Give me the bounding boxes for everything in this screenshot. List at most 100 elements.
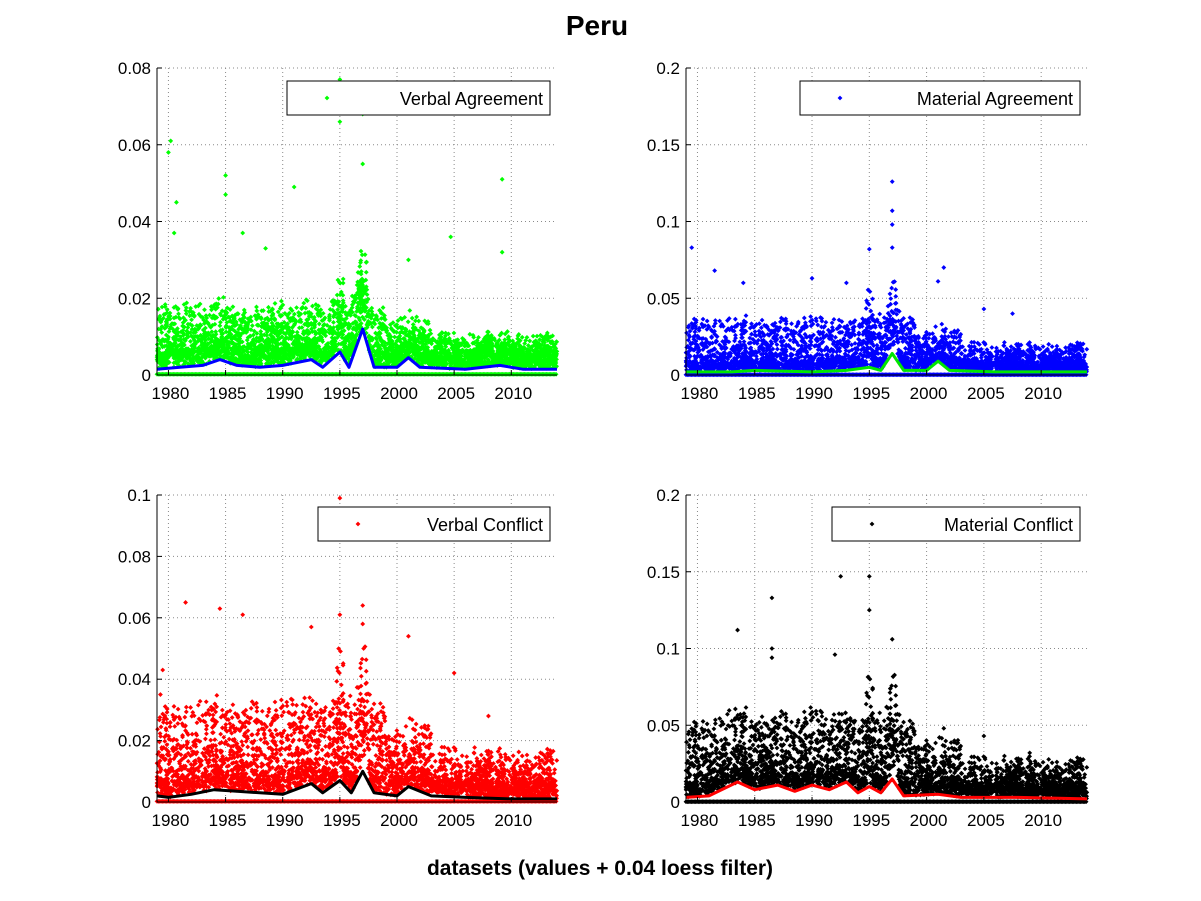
data-point — [249, 323, 255, 328]
data-point — [159, 304, 165, 310]
data-point-outlier — [360, 161, 366, 167]
data-point — [311, 316, 317, 322]
data-point — [275, 309, 281, 315]
data-point — [357, 264, 363, 269]
x-tick-label: 2005 — [437, 384, 475, 403]
data-point-outlier — [263, 245, 268, 251]
data-point — [272, 301, 278, 306]
data-point-outlier — [166, 150, 171, 155]
data-point — [167, 310, 173, 316]
data-point — [232, 360, 238, 365]
data-point — [357, 329, 362, 335]
data-point — [340, 276, 346, 282]
data-point-outlier — [240, 230, 246, 236]
data-point — [254, 308, 260, 314]
legend: Verbal Agreement — [286, 80, 551, 116]
data-point — [522, 341, 528, 346]
y-tick-label: 0.08 — [118, 59, 151, 78]
data-point — [185, 325, 191, 330]
data-point — [216, 296, 222, 301]
data-point — [451, 330, 457, 336]
data-point — [418, 346, 424, 352]
data-point — [316, 321, 322, 327]
data-point — [313, 302, 319, 307]
data-point-outlier — [499, 176, 505, 182]
data-point — [189, 352, 195, 358]
x-tick-label: 2010 — [494, 384, 532, 403]
data-point — [416, 339, 422, 345]
data-point — [236, 341, 242, 346]
data-point — [181, 302, 187, 307]
data-point — [319, 355, 324, 361]
data-point — [415, 336, 421, 342]
data-point — [369, 324, 375, 330]
data-point-outlier — [406, 257, 411, 263]
data-point-outlier — [171, 230, 177, 236]
data-point — [527, 338, 533, 344]
data-point — [530, 333, 536, 339]
data-point — [467, 331, 473, 337]
data-point — [510, 338, 516, 344]
data-point — [282, 324, 288, 330]
data-point — [304, 298, 310, 304]
data-point — [789, 321, 794, 327]
data-point — [251, 328, 257, 334]
figure-xlabel: datasets (values + 0.04 loess filter) — [427, 857, 773, 880]
data-point — [413, 318, 418, 324]
x-tick-label: 1985 — [209, 384, 247, 403]
data-point — [301, 300, 307, 306]
data-point — [395, 318, 401, 324]
figure-title: Peru — [566, 10, 628, 41]
data-point-outlier — [223, 192, 228, 198]
data-point-outlier — [448, 234, 454, 240]
legend-label: Verbal Agreement — [400, 89, 543, 109]
data-point — [176, 311, 181, 317]
data-point — [200, 327, 206, 333]
x-tick-label: 1990 — [266, 384, 304, 403]
data-point — [409, 315, 415, 321]
data-point — [334, 292, 340, 298]
data-point — [269, 320, 275, 326]
data-point — [1084, 346, 1090, 352]
y-tick-label: 0.04 — [118, 213, 151, 232]
data-point — [282, 310, 288, 316]
scatter-points — [683, 179, 1090, 378]
data-point — [248, 327, 254, 333]
y-tick-label: 0.06 — [118, 136, 151, 155]
data-point — [180, 343, 185, 349]
data-point — [461, 338, 467, 344]
data-point — [198, 323, 204, 328]
data-point — [551, 343, 557, 349]
data-point-outlier — [168, 138, 174, 144]
data-point — [277, 336, 283, 341]
data-point — [312, 335, 318, 341]
data-point — [180, 327, 186, 333]
x-tick-label: 2000 — [380, 384, 418, 403]
data-point — [218, 353, 223, 359]
data-point — [416, 318, 422, 324]
data-point — [217, 323, 223, 329]
data-point — [189, 317, 194, 323]
data-point-outlier — [499, 249, 505, 255]
data-point — [209, 337, 214, 343]
data-point — [209, 307, 214, 313]
data-point — [397, 333, 403, 339]
data-point — [472, 340, 477, 346]
data-point — [405, 319, 411, 325]
data-point — [202, 307, 207, 313]
y-tick-label: 0 — [142, 366, 151, 385]
data-point — [223, 329, 229, 335]
data-point — [226, 329, 232, 335]
data-point — [390, 320, 396, 326]
data-point — [281, 330, 287, 336]
data-point-outlier — [337, 119, 343, 125]
data-point — [320, 310, 326, 316]
x-tick-label: 1980 — [152, 384, 190, 403]
data-point-outlier — [291, 184, 297, 190]
data-point — [249, 362, 255, 368]
data-point — [534, 333, 540, 339]
data-point — [531, 339, 537, 345]
